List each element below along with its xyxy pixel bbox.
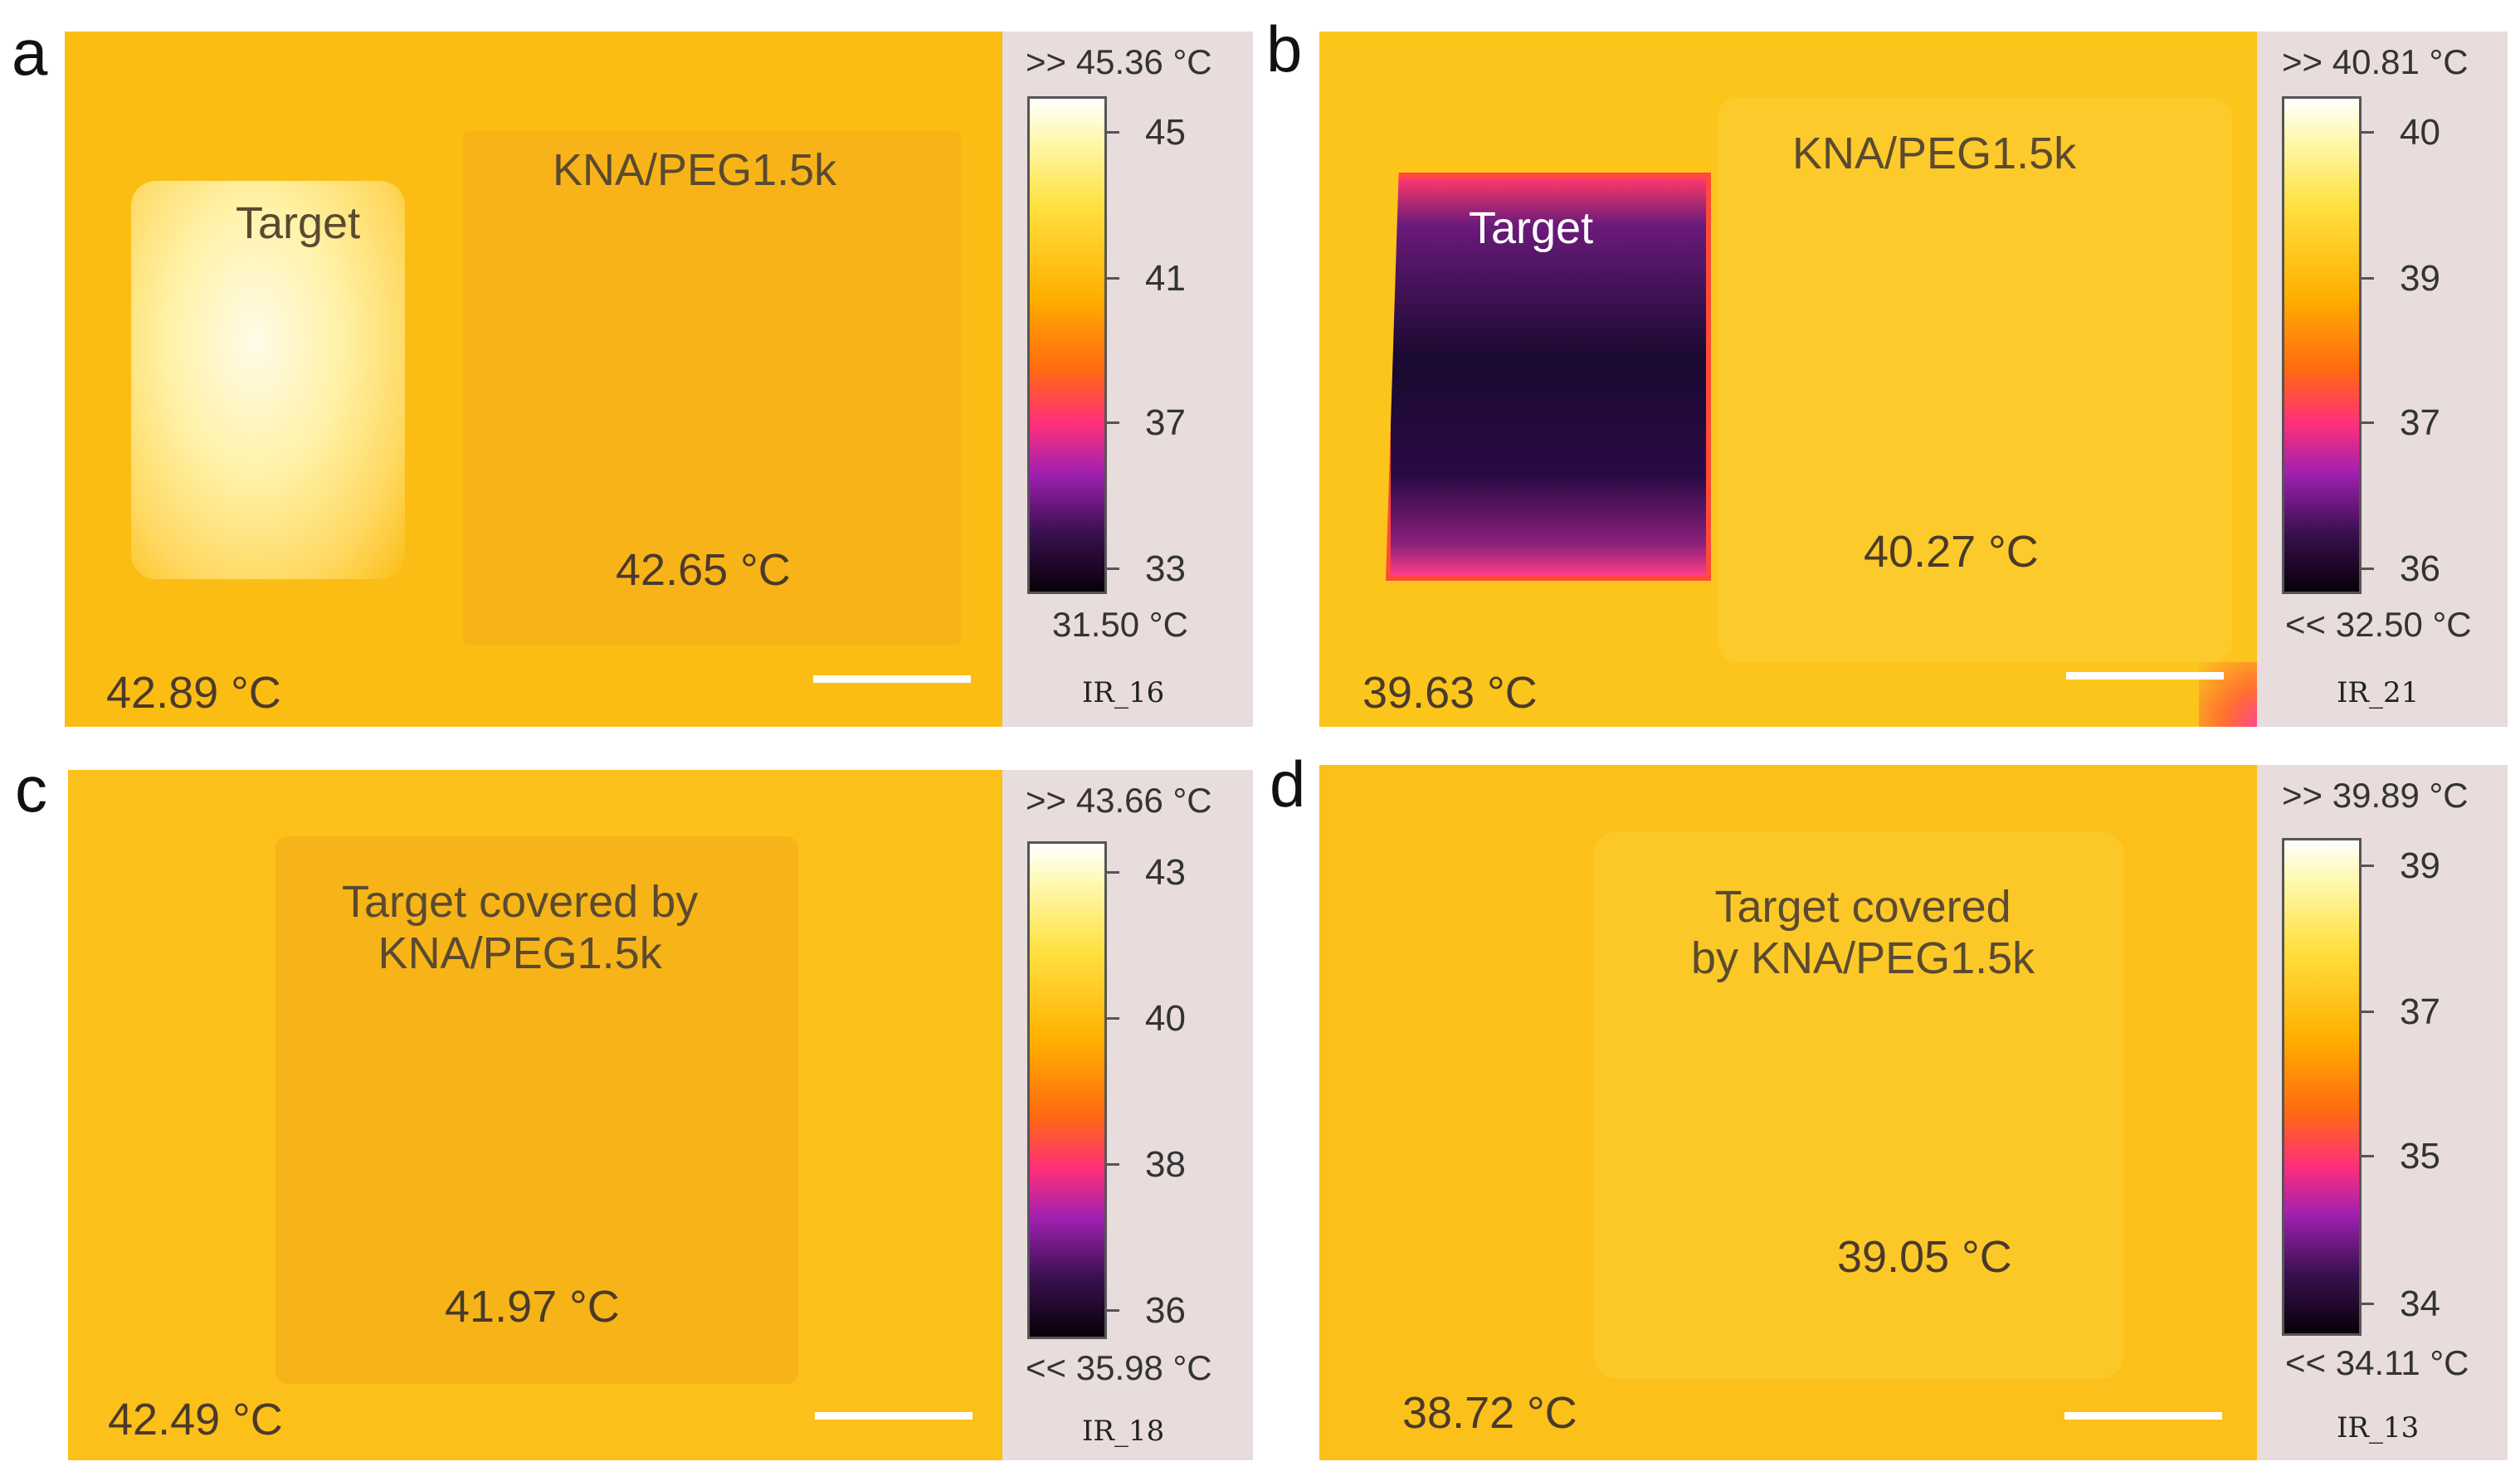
panel-d-sample-region [1593, 831, 2124, 1379]
panel-b-thermal-image: Target KNA/PEG1.5k 40.27 °C 39.63 °C [1319, 32, 2257, 727]
panel-d-tick [2359, 1011, 2374, 1013]
panel-c-sample-label: Target covered by KNA/PEG1.5k [342, 877, 699, 979]
panel-a-tick-label: 41 [1145, 258, 1186, 299]
panel-b-sample-region [1718, 98, 2232, 662]
panel-d-tick [2359, 1155, 2374, 1157]
panel-d-thermal-image: Target covered by KNA/PEG1.5k 39.05 °C 3… [1319, 765, 2257, 1460]
panel-a-tick [1104, 568, 1119, 570]
panel-a-colorbar-min: 31.50 °C [1052, 605, 1188, 644]
panel-d-corner-temp: 38.72 °C [1402, 1388, 1577, 1438]
panel-b-colorbar [2282, 96, 2362, 594]
panel-c-colorbar-box: >> 43.66 °C 43 40 38 36 << 35.98 °C IR_1… [1002, 770, 1253, 1460]
panel-a-tick-label: 45 [1145, 112, 1186, 153]
panel-a-target-label: Target [236, 198, 361, 248]
panel-b-tick [2359, 568, 2374, 570]
panel-a-image-id: IR_16 [1082, 676, 1165, 709]
panel-a-corner-temp: 42.89 °C [106, 668, 281, 718]
panel-a-letter: a [12, 16, 48, 89]
panel-d-tick [2359, 1303, 2374, 1305]
panel-d-image-id: IR_13 [2337, 1411, 2420, 1444]
panel-d-tick-label: 37 [2400, 991, 2440, 1032]
panel-d-colorbar-max: >> 39.89 °C [2282, 776, 2469, 815]
panel-a-colorbar-max: >> 45.36 °C [1026, 42, 1212, 81]
panel-a-sample-temp: 42.65 °C [616, 545, 791, 595]
panel-a-thermal-image: Target KNA/PEG1.5k 42.65 °C 42.89 °C [65, 32, 1002, 727]
panel-d-colorbar [2282, 838, 2362, 1336]
panel-d-sample-label: Target covered by KNA/PEG1.5k [1691, 882, 2035, 984]
panel-d-tick-label: 39 [2400, 845, 2440, 886]
panel-c-tick-label: 38 [1145, 1144, 1186, 1185]
panel-a-tick-label: 33 [1145, 548, 1186, 589]
panel-b-sample-label: KNA/PEG1.5k [1792, 129, 2077, 178]
panel-b-tick [2359, 131, 2374, 134]
panel-c-tick-label: 40 [1145, 998, 1186, 1039]
panel-c-tick [1104, 1309, 1119, 1312]
panel-c-tick [1104, 1163, 1119, 1166]
panel-c-tick [1104, 1017, 1119, 1020]
panel-c-colorbar-min: << 35.98 °C [1026, 1348, 1212, 1387]
panel-c-tick-label: 36 [1145, 1290, 1186, 1331]
panel-b-letter: b [1266, 12, 1303, 85]
panel-d-sample-temp: 39.05 °C [1837, 1232, 2012, 1282]
panel-d-scale-bar [2064, 1412, 2222, 1420]
panel-c-letter: c [15, 753, 47, 826]
panel-b-sample-temp: 40.27 °C [1864, 527, 2039, 577]
panel-b-colorbar-max: >> 40.81 °C [2282, 42, 2469, 81]
panel-c-tick [1104, 871, 1119, 874]
panel-b-colorbar-min: << 32.50 °C [2285, 605, 2472, 644]
panel-c-tick-label: 43 [1145, 852, 1186, 893]
panel-c-sample-temp: 41.97 °C [445, 1282, 620, 1332]
panel-d-tick-label: 34 [2400, 1284, 2440, 1324]
panel-a-colorbar-box: >> 45.36 °C 45 41 37 33 31.50 °C IR_16 [1002, 32, 1253, 727]
panel-d-colorbar-min: << 34.11 °C [2285, 1343, 2469, 1382]
panel-a-scale-bar [813, 675, 971, 683]
panel-a-sample-region [463, 131, 961, 645]
panel-b-tick [2359, 421, 2374, 424]
panel-b-colorbar-box: >> 40.81 °C 40 39 37 36 << 32.50 °C IR_2… [2257, 32, 2508, 727]
panel-c-image-id: IR_18 [1082, 1415, 1165, 1448]
panel-a-target-hotspot [131, 181, 405, 579]
panel-b-target-label: Target [1469, 203, 1594, 253]
panel-a-tick [1104, 421, 1119, 424]
panel-d-tick-label: 35 [2400, 1136, 2440, 1176]
panel-b-image-id: IR_21 [2337, 676, 2420, 709]
panel-c-colorbar-max: >> 43.66 °C [1026, 781, 1212, 820]
panel-a-tick [1104, 277, 1119, 280]
panel-c-sample-region [275, 836, 798, 1384]
panel-b-scale-bar [2066, 672, 2224, 680]
panel-d-tick [2359, 865, 2374, 867]
panel-b-tick-label: 40 [2400, 112, 2440, 153]
panel-b-tick-label: 37 [2400, 402, 2440, 443]
panel-c-thermal-image: Target covered by KNA/PEG1.5k 41.97 °C 4… [68, 770, 1002, 1460]
panel-c-scale-bar [815, 1412, 972, 1420]
panel-b-tick [2359, 277, 2374, 280]
panel-a-colorbar [1027, 96, 1107, 594]
panel-d-letter: d [1270, 748, 1306, 821]
panel-d-colorbar-box: >> 39.89 °C 39 37 35 34 << 34.11 °C IR_1… [2257, 765, 2508, 1460]
panel-b-tick-label: 39 [2400, 258, 2440, 299]
panel-a-tick-label: 37 [1145, 402, 1186, 443]
panel-a-sample-label: KNA/PEG1.5k [553, 145, 837, 195]
panel-b-tick-label: 36 [2400, 548, 2440, 589]
panel-c-corner-temp: 42.49 °C [108, 1395, 283, 1444]
panel-c-colorbar [1027, 841, 1107, 1339]
panel-b-corner-temp: 39.63 °C [1362, 668, 1538, 718]
panel-a-tick [1104, 131, 1119, 134]
